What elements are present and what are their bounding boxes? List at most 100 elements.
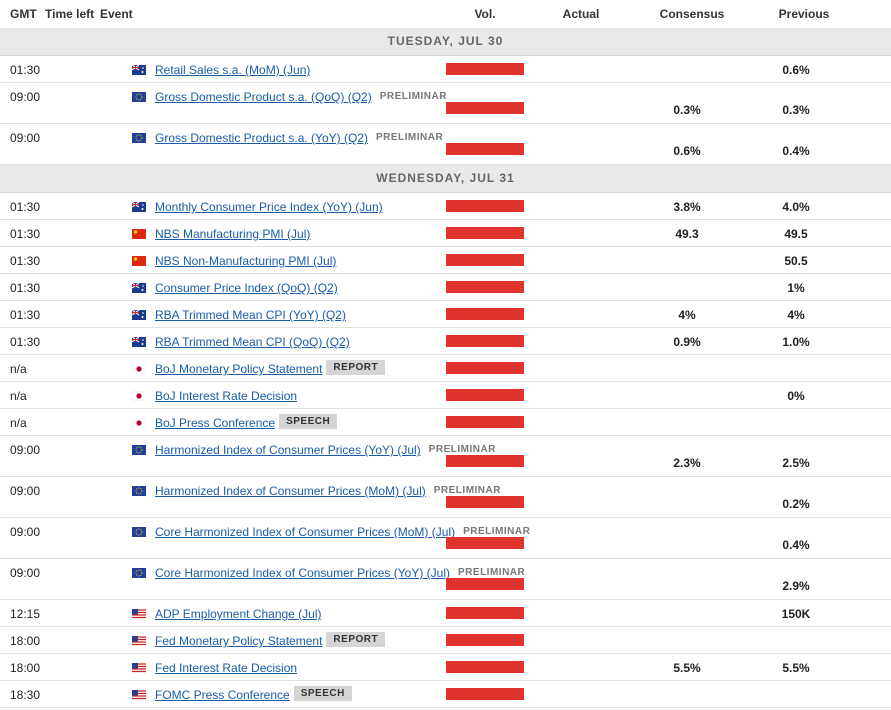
flag-icon <box>132 229 146 239</box>
time: n/a <box>10 362 27 376</box>
event-row <box>0 355 891 382</box>
flag-icon <box>131 390 147 402</box>
previous: 0.3% <box>782 103 810 117</box>
flag-icon <box>132 486 146 496</box>
time: 01:30 <box>10 254 41 268</box>
event-name[interactable]: Gross Domestic Product s.a. (QoQ) (Q2) <box>155 90 372 104</box>
volatility-bar <box>446 102 524 114</box>
event-name[interactable]: ADP Employment Change (Jul) <box>155 607 322 621</box>
volatility-bar <box>446 607 524 619</box>
consensus: 0.9% <box>673 335 701 349</box>
column-header: Consensus <box>659 7 725 21</box>
event-name[interactable]: Harmonized Index of Consumer Prices (MoM… <box>155 484 426 498</box>
flag-icon <box>132 92 146 102</box>
consensus: 0.6% <box>673 144 701 158</box>
event-name[interactable]: BoJ Press Conference <box>155 416 276 430</box>
event-row <box>0 56 891 83</box>
event-row <box>0 301 891 328</box>
previous: 50.5 <box>784 254 808 268</box>
event-name[interactable]: BoJ Monetary Policy Statement <box>155 362 323 376</box>
volatility-bar <box>446 281 524 293</box>
event-row <box>0 124 891 165</box>
tag-badge: REPORT <box>326 632 386 647</box>
flag <box>132 662 146 673</box>
previous: 4% <box>787 308 805 322</box>
volatility-bar <box>446 455 524 467</box>
tag-note: PRELIMINAR <box>375 132 444 143</box>
event-row <box>0 559 891 600</box>
time: 01:30 <box>10 200 41 214</box>
flag-icon <box>132 133 146 143</box>
flag <box>132 689 146 700</box>
event-row <box>0 328 891 355</box>
event-row <box>0 681 891 708</box>
consensus: 3.8% <box>673 200 701 214</box>
time: 09:00 <box>10 443 41 457</box>
event-row <box>0 382 891 409</box>
time: 18:00 <box>10 634 41 648</box>
column-header: Vol. <box>474 7 496 21</box>
volatility-bar <box>446 254 524 266</box>
flag-icon <box>131 282 146 293</box>
time: 09:00 <box>10 525 41 539</box>
time: 01:30 <box>10 335 41 349</box>
event-row <box>0 247 891 274</box>
flag <box>132 526 146 537</box>
event-name[interactable]: Core Harmonized Index of Consumer Prices… <box>155 566 451 580</box>
event-name[interactable]: Consumer Price Index (QoQ) (Q2) <box>155 281 338 295</box>
flag <box>131 417 147 429</box>
flag-icon <box>132 445 146 455</box>
flag-icon <box>132 609 146 619</box>
consensus: 4% <box>678 308 696 322</box>
event-name[interactable]: BoJ Interest Rate Decision <box>155 389 298 403</box>
flag-icon <box>132 690 146 700</box>
event-name[interactable]: Retail Sales s.a. (MoM) (Jun) <box>155 63 311 77</box>
event-name[interactable]: NBS Manufacturing PMI (Jul) <box>155 227 311 241</box>
flag <box>132 228 146 239</box>
volatility-bar <box>446 308 524 320</box>
event-name[interactable]: Monthly Consumer Price Index (YoY) (Jun) <box>155 200 383 214</box>
event-row <box>0 600 891 627</box>
event-name[interactable]: Gross Domestic Product s.a. (YoY) (Q2) <box>155 131 368 145</box>
event-name[interactable]: Fed Interest Rate Decision <box>155 661 298 675</box>
event-row <box>0 654 891 681</box>
flag-icon <box>132 256 146 266</box>
flag <box>131 363 147 375</box>
event-row <box>0 193 891 220</box>
event-name[interactable]: Harmonized Index of Consumer Prices (YoY… <box>155 443 421 457</box>
volatility-bar <box>446 688 524 700</box>
flag-icon <box>131 309 146 320</box>
tag-note: PRELIMINAR <box>463 526 531 537</box>
previous: 49.5 <box>784 227 808 241</box>
section-date: TUESDAY, JUL 30 <box>0 28 891 56</box>
previous: 0% <box>787 389 805 403</box>
consensus: 2.3% <box>673 456 701 470</box>
event-name[interactable]: RBA Trimmed Mean CPI (YoY) (Q2) <box>155 308 346 322</box>
event-row <box>0 220 891 247</box>
flag <box>132 91 146 102</box>
event-row <box>0 83 891 124</box>
time: 09:00 <box>10 90 41 104</box>
flag-icon <box>132 636 146 646</box>
event-name[interactable]: RBA Trimmed Mean CPI (QoQ) (Q2) <box>155 335 350 349</box>
column-header: Event <box>100 7 133 21</box>
volatility-bar <box>446 537 524 549</box>
tag-badge: SPEECH <box>293 686 352 701</box>
tag-note: PRELIMINAR <box>428 444 496 455</box>
previous: 2.9% <box>782 579 810 593</box>
flag <box>132 255 146 266</box>
time: 01:30 <box>10 227 41 241</box>
time: 01:30 <box>10 281 41 295</box>
tag-note: PRELIMINAR <box>379 91 447 102</box>
consensus: 0.3% <box>673 103 701 117</box>
event-name[interactable]: NBS Non-Manufacturing PMI (Jul) <box>155 254 337 268</box>
event-name[interactable]: FOMC Press Conference <box>155 688 290 702</box>
event-row <box>0 518 891 559</box>
event-name[interactable]: Fed Monetary Policy Statement <box>155 634 323 648</box>
event-row <box>0 477 891 518</box>
event-name[interactable]: Core Harmonized Index of Consumer Prices… <box>155 525 456 539</box>
time: 18:00 <box>10 661 41 675</box>
flag <box>132 567 146 578</box>
flag <box>132 132 146 143</box>
